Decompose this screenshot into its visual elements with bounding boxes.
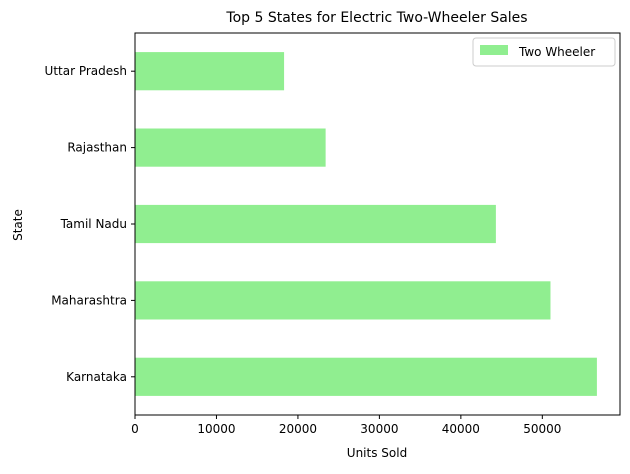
x-tick-label: 40000 [442,422,480,436]
y-tick-label: Uttar Pradesh [45,64,127,78]
y-tick-label: Tamil Nadu [60,217,127,231]
bar-maharashtra [135,281,551,320]
chart-title: Top 5 States for Electric Two-Wheeler Sa… [225,10,527,26]
bars-layer [135,52,597,396]
y-tick-label: Rajasthan [67,141,127,155]
x-axis-ticks: 0 10000 20000 30000 40000 50000 [131,415,561,436]
legend-swatch [480,45,508,55]
legend: Two Wheeler [472,37,616,67]
y-axis-label: State [11,209,25,241]
x-tick-label: 50000 [523,422,561,436]
x-tick-label: 0 [131,422,139,436]
legend-box [472,37,616,67]
x-tick-label: 30000 [360,422,398,436]
bar-karnataka [135,357,597,396]
x-tick-label: 20000 [279,422,317,436]
x-tick-label: 10000 [197,422,235,436]
bar-uttar-pradesh [135,52,285,91]
x-axis-label: Units Sold [347,446,407,460]
y-axis-ticks: Karnataka Maharashtra Tamil Nadu Rajasthan U… [45,64,135,384]
bar-tamil-nadu [135,204,496,244]
bar-rajasthan [135,128,326,167]
y-tick-label: Maharashtra [51,293,127,307]
legend-label: Two Wheeler [518,45,595,59]
y-tick-label: Karnataka [66,370,127,384]
